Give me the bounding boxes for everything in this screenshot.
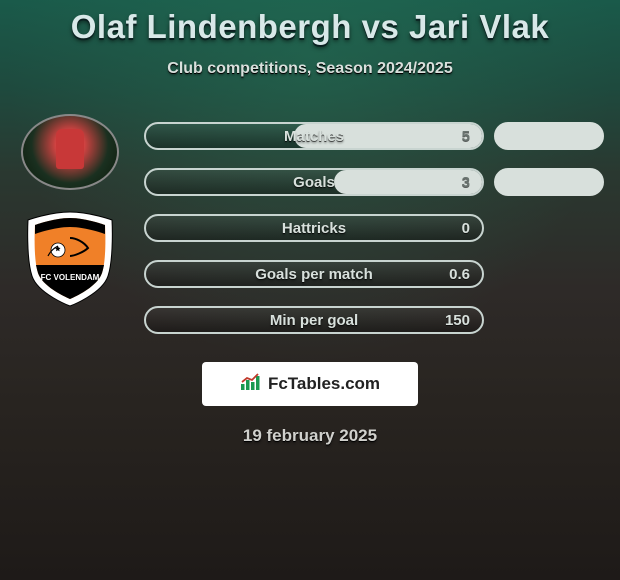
stat-pill-left: Goals3 — [144, 168, 484, 196]
stat-value-left: 150 — [445, 312, 470, 329]
player2-badge: FC VOLENDAM — [19, 208, 121, 308]
stat-pill-left: Min per goal150 — [144, 306, 484, 334]
stat-value-left: 3 — [462, 174, 470, 191]
stats-column: Matches5Goals3Hattricks0Goals per match0… — [130, 114, 610, 334]
footer-brand-badge: FcTables.com — [202, 362, 418, 406]
stat-label: Hattricks — [146, 220, 482, 237]
stat-value-left: 0 — [462, 220, 470, 237]
date-text: 19 february 2025 — [0, 426, 620, 446]
footer-brand-text: FcTables.com — [268, 374, 380, 394]
stat-pill-left: Matches5 — [144, 122, 484, 150]
infographic: Olaf Lindenbergh vs Jari Vlak Club compe… — [0, 0, 620, 580]
club-shield-icon: FC VOLENDAM — [19, 208, 121, 308]
stat-row: Min per goal150 — [144, 306, 610, 334]
stat-label: Goals per match — [146, 266, 482, 283]
stat-pill-right — [494, 168, 604, 196]
player1-avatar — [21, 114, 119, 190]
stat-row: Matches5 — [144, 122, 610, 150]
stat-row: Goals per match0.6 — [144, 260, 610, 288]
stat-pill-left: Goals per match0.6 — [144, 260, 484, 288]
stat-value-left: 5 — [462, 128, 470, 145]
stat-label: Min per goal — [146, 312, 482, 329]
stat-label: Matches — [146, 128, 482, 145]
page-title: Olaf Lindenbergh vs Jari Vlak — [0, 8, 620, 46]
avatars-column: FC VOLENDAM — [10, 114, 130, 308]
stat-pill-right — [494, 122, 604, 150]
stat-label: Goals — [146, 174, 482, 191]
svg-text:FC VOLENDAM: FC VOLENDAM — [41, 273, 100, 282]
stat-value-left: 0.6 — [449, 266, 470, 283]
main-area: FC VOLENDAM Matches5 Goals3 Hattricks0 Goal… — [0, 114, 620, 334]
subtitle: Club competitions, Season 2024/2025 — [0, 60, 620, 78]
stat-row: Hattricks0 — [144, 214, 610, 242]
stat-pill-left: Hattricks0 — [144, 214, 484, 242]
stat-row: Goals3 — [144, 168, 610, 196]
chart-icon — [240, 373, 262, 396]
